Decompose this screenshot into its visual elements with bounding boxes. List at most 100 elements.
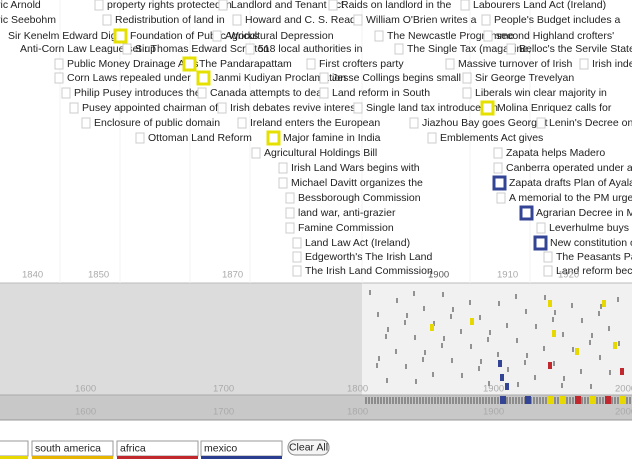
event-icon[interactable] bbox=[251, 147, 261, 159]
event-label[interactable]: Ottoman Land Reform bbox=[148, 132, 252, 144]
event-label[interactable]: The Irish Land Commission bbox=[305, 265, 433, 277]
event-label[interactable]: ric Seebohm bbox=[0, 14, 56, 26]
event-icon[interactable] bbox=[481, 14, 491, 26]
event-label[interactable]: Sir George Trevelyan bbox=[475, 72, 574, 84]
event-label[interactable]: The Peasants Party bbox=[556, 251, 632, 263]
event-icon[interactable] bbox=[292, 251, 302, 263]
event-icon[interactable] bbox=[543, 251, 553, 263]
event-label[interactable]: The Newcastle Programme bbox=[387, 30, 514, 42]
event-icon[interactable] bbox=[579, 58, 589, 70]
event-label[interactable]: Famine Commission bbox=[298, 222, 394, 234]
event-icon[interactable] bbox=[306, 58, 316, 70]
event-icon[interactable] bbox=[483, 30, 493, 42]
event-label[interactable]: Agrarian Decree in Mexico bbox=[536, 207, 632, 219]
event-icon[interactable] bbox=[506, 43, 516, 55]
event-icon[interactable] bbox=[285, 192, 295, 204]
event-label[interactable]: Massive turnover of Irish bbox=[458, 58, 573, 70]
event-icon[interactable] bbox=[536, 117, 546, 129]
event-icon[interactable] bbox=[232, 14, 242, 26]
event-label[interactable]: property rights protected in bbox=[107, 0, 232, 11]
event-label[interactable]: People's Budget includes a bbox=[494, 14, 621, 26]
event-icon-highlight[interactable] bbox=[492, 175, 507, 191]
event-icon[interactable] bbox=[427, 132, 437, 144]
event-label[interactable]: Land reform in South bbox=[332, 87, 430, 99]
event-icon[interactable] bbox=[353, 14, 363, 26]
event-label[interactable]: Irish Land Wars begins with bbox=[291, 162, 420, 174]
event-icon[interactable] bbox=[493, 162, 503, 174]
event-label[interactable]: Pusey appointed chairman of bbox=[82, 102, 218, 114]
event-icon[interactable] bbox=[285, 222, 295, 234]
event-icon[interactable] bbox=[135, 132, 145, 144]
clear-button-label[interactable]: Clear All bbox=[289, 441, 328, 453]
event-label[interactable]: Ireland enters the European bbox=[250, 117, 380, 129]
event-label[interactable]: Belloc's the Servile State bbox=[519, 43, 632, 55]
event-label[interactable]: Zapata drafts Plan of Ayala bbox=[509, 177, 632, 189]
event-label[interactable]: William O'Brien writes a bbox=[366, 14, 477, 26]
event-label[interactable]: First crofters party bbox=[319, 58, 404, 70]
event-icon-highlight[interactable] bbox=[266, 130, 281, 146]
event-icon[interactable] bbox=[319, 72, 329, 84]
event-icon[interactable] bbox=[102, 14, 112, 26]
event-icon[interactable] bbox=[278, 162, 288, 174]
event-label[interactable]: Molina Enriquez calls for bbox=[497, 102, 612, 114]
event-icon-highlight[interactable] bbox=[113, 28, 128, 44]
event-icon[interactable] bbox=[54, 58, 64, 70]
event-label[interactable]: Bessborough Commission bbox=[298, 192, 421, 204]
event-icon[interactable] bbox=[462, 72, 472, 84]
event-label[interactable]: The Single Tax (magazine, bbox=[407, 43, 531, 55]
event-label[interactable]: Irish debates revive interest bbox=[230, 102, 358, 114]
filter-text[interactable]: africa bbox=[120, 442, 146, 454]
event-label[interactable]: Major famine in India bbox=[283, 132, 381, 144]
event-icon[interactable] bbox=[496, 192, 506, 204]
event-icon[interactable] bbox=[212, 30, 222, 42]
event-icon[interactable] bbox=[237, 117, 247, 129]
event-label[interactable]: Jesse Collings begins small bbox=[332, 72, 461, 84]
event-label[interactable]: New constitution of Me bbox=[550, 237, 632, 249]
event-icon[interactable] bbox=[394, 43, 404, 55]
event-icon[interactable] bbox=[292, 237, 302, 249]
event-icon-highlight[interactable] bbox=[480, 100, 495, 116]
event-icon[interactable] bbox=[493, 147, 503, 159]
event-icon[interactable] bbox=[462, 87, 472, 99]
event-label[interactable]: Irish indepe bbox=[592, 58, 632, 70]
event-icon-highlight[interactable] bbox=[533, 235, 548, 251]
event-icon[interactable] bbox=[536, 222, 546, 234]
event-label[interactable]: Corn Laws repealed under bbox=[67, 72, 191, 84]
event-icon-highlight[interactable] bbox=[196, 70, 211, 86]
event-icon[interactable] bbox=[217, 102, 227, 114]
event-label[interactable]: Liberals win clear majority in bbox=[475, 87, 607, 99]
event-label[interactable]: Zapata helps Madero bbox=[506, 147, 605, 159]
event-icon[interactable] bbox=[197, 87, 207, 99]
event-label[interactable]: Labourers Land Act (Ireland) bbox=[473, 0, 606, 11]
event-icon[interactable] bbox=[319, 87, 329, 99]
event-icon-highlight[interactable] bbox=[519, 205, 534, 221]
event-icon[interactable] bbox=[69, 102, 79, 114]
event-label[interactable]: Michael Davitt organizes the bbox=[291, 177, 423, 189]
event-label[interactable]: ric Arnold bbox=[0, 0, 41, 11]
filter-text[interactable]: south america bbox=[35, 442, 101, 454]
event-label[interactable]: 518 local authorities in bbox=[258, 43, 363, 55]
event-label[interactable]: land war, anti-grazier bbox=[298, 207, 396, 219]
event-label[interactable]: Janmi Kudiyan Proclamation bbox=[213, 72, 346, 84]
clear-button[interactable] bbox=[287, 439, 330, 456]
event-icon[interactable] bbox=[374, 30, 384, 42]
event-icon[interactable] bbox=[445, 58, 455, 70]
event-label[interactable]: Land reform become bbox=[556, 265, 632, 277]
event-icon[interactable] bbox=[409, 117, 419, 129]
event-icon[interactable] bbox=[353, 102, 363, 114]
event-label[interactable]: Lenin's Decree on Land bbox=[549, 117, 632, 129]
event-icon-highlight[interactable] bbox=[182, 56, 197, 72]
event-label[interactable]: Redistribution of land in bbox=[115, 14, 225, 26]
event-label[interactable]: Emblements Act gives bbox=[440, 132, 543, 144]
filter-text[interactable]: mexico bbox=[204, 442, 237, 454]
event-label[interactable]: Leverhulme buys the is bbox=[549, 222, 632, 234]
event-icon[interactable] bbox=[285, 207, 295, 219]
event-icon[interactable] bbox=[292, 265, 302, 277]
event-label[interactable]: Canberra operated under a bbox=[506, 162, 632, 174]
event-icon[interactable] bbox=[218, 0, 228, 11]
event-label[interactable]: Canada attempts to deal bbox=[210, 87, 324, 99]
event-icon[interactable] bbox=[460, 0, 470, 11]
event-label[interactable]: Single land tax introduced in bbox=[366, 102, 498, 114]
event-label[interactable]: Foundation of Public Works bbox=[130, 30, 258, 42]
event-label[interactable]: Philip Pusey introduces the bbox=[74, 87, 201, 99]
